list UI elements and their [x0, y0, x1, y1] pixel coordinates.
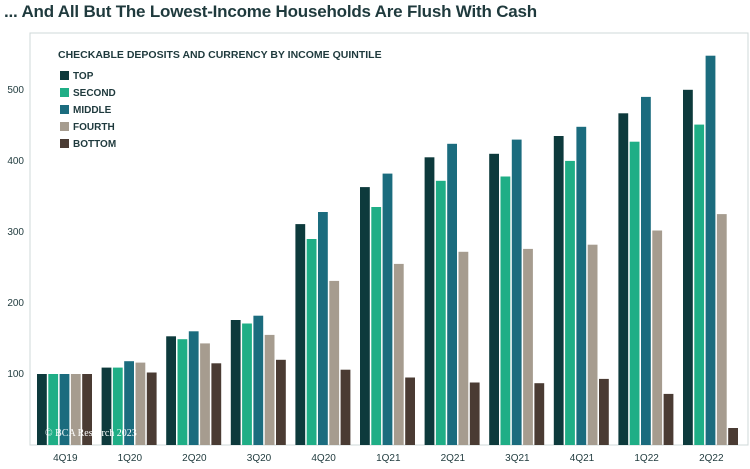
bar-top-3q21	[489, 153, 499, 446]
chart-subtitle: CHECKABLE DEPOSITS AND CURRENCY BY INCOM…	[58, 49, 382, 61]
chart-headline: ... And All But The Lowest-Income Househ…	[4, 2, 537, 21]
y-tick-label: 200	[7, 298, 24, 309]
bar-second-4q20	[306, 239, 317, 445]
bar-middle-2q20	[188, 331, 199, 445]
bar-second-2q22	[694, 124, 705, 445]
bar-top-2q21	[424, 157, 435, 446]
bar-middle-1q22	[641, 96, 651, 446]
x-tick-label: 4Q19	[53, 453, 78, 464]
x-axis: 4Q19 1Q20 2Q20 3Q20 4Q20 1Q21 2Q21 3Q21 4Q21 1Q22…	[53, 453, 724, 464]
bars-group	[37, 55, 738, 446]
bar-second-3q21	[500, 176, 511, 445]
bar-middle-2q22	[705, 55, 716, 445]
bar-middle-4q21	[576, 126, 587, 446]
legend-swatch-middle	[60, 105, 69, 114]
bar-fourth-4q20	[329, 280, 340, 445]
legend-swatch-fourth	[60, 122, 69, 131]
x-tick-label: 2Q20	[182, 453, 207, 464]
x-tick-label: 1Q20	[118, 453, 143, 464]
bar-top-4q20	[295, 224, 306, 445]
x-tick-label: 2Q22	[699, 453, 724, 464]
bar-top-3q20	[230, 320, 241, 445]
bar-second-2q21	[435, 180, 446, 446]
bar-second-1q20	[112, 367, 123, 445]
y-tick-label: 300	[7, 227, 24, 238]
bar-second-2q20	[177, 339, 188, 445]
bar-top-1q20	[101, 367, 112, 445]
watermark: © BCA Research 2023	[45, 428, 137, 439]
bar-top-2q20	[166, 336, 176, 445]
y-axis: 100 200 300 400 500	[7, 85, 24, 380]
bar-fourth-4q19	[70, 374, 81, 445]
bar-fourth-2q21	[458, 251, 469, 445]
bar-middle-4q19	[59, 374, 70, 445]
bar-second-4q19	[48, 374, 59, 445]
x-tick-label: 1Q21	[376, 453, 401, 464]
bar-top-4q21	[553, 136, 564, 445]
legend-label-top: TOP	[73, 71, 94, 82]
bar-bottom-3q20	[276, 359, 286, 445]
bar-fourth-2q20	[200, 343, 210, 445]
bar-fourth-2q22	[716, 214, 727, 445]
x-tick-label: 2Q21	[441, 453, 466, 464]
bar-second-4q21	[565, 160, 575, 445]
bar-top-4q19	[37, 374, 47, 445]
bar-fourth-1q20	[135, 362, 146, 445]
bar-middle-4q20	[318, 212, 328, 445]
bar-fourth-1q21	[393, 263, 404, 445]
legend-swatch-bottom	[60, 139, 69, 148]
legend-label-fourth: FOURTH	[73, 122, 115, 133]
bar-second-1q21	[371, 207, 382, 445]
bar-bottom-1q20	[146, 372, 157, 445]
legend: TOP SECOND MIDDLE FOURTH BOTTOM	[60, 71, 116, 150]
legend-swatch-top	[60, 71, 69, 80]
bar-bottom-4q21	[599, 378, 609, 445]
bar-middle-1q20	[124, 361, 134, 445]
bar-bottom-2q22	[728, 428, 738, 445]
bar-bottom-2q20	[211, 363, 222, 445]
bar-top-2q22	[683, 89, 693, 446]
y-tick-label: 400	[7, 156, 24, 167]
x-tick-label: 3Q20	[247, 453, 272, 464]
bar-bottom-1q22	[663, 393, 674, 445]
bar-middle-3q21	[511, 139, 522, 445]
legend-label-second: SECOND	[73, 88, 116, 99]
bar-middle-2q21	[447, 143, 457, 446]
legend-swatch-second	[60, 88, 69, 97]
y-tick-label: 500	[7, 85, 24, 96]
x-tick-label: 3Q21	[505, 453, 530, 464]
x-tick-label: 1Q22	[634, 453, 659, 464]
y-tick-label: 100	[7, 369, 24, 380]
x-tick-label: 4Q20	[311, 453, 336, 464]
bar-bottom-4q20	[340, 369, 351, 445]
bar-top-1q22	[618, 113, 629, 446]
legend-label-middle: MIDDLE	[73, 105, 112, 116]
bar-fourth-3q20	[264, 334, 275, 445]
bar-second-3q20	[242, 323, 252, 445]
bar-bottom-2q21	[469, 382, 480, 445]
bar-middle-3q20	[253, 315, 264, 445]
bar-fourth-4q21	[587, 244, 598, 445]
bar-bottom-3q21	[534, 383, 545, 445]
bar-fourth-1q22	[652, 230, 663, 445]
bar-bottom-1q21	[405, 377, 415, 445]
bar-top-1q21	[360, 187, 370, 445]
bar-fourth-3q21	[523, 248, 533, 445]
bar-bottom-4q19	[82, 374, 92, 445]
bar-second-1q22	[629, 141, 640, 445]
bar-middle-1q21	[382, 173, 393, 445]
x-tick-label: 4Q21	[570, 453, 595, 464]
legend-label-bottom: BOTTOM	[73, 139, 116, 150]
